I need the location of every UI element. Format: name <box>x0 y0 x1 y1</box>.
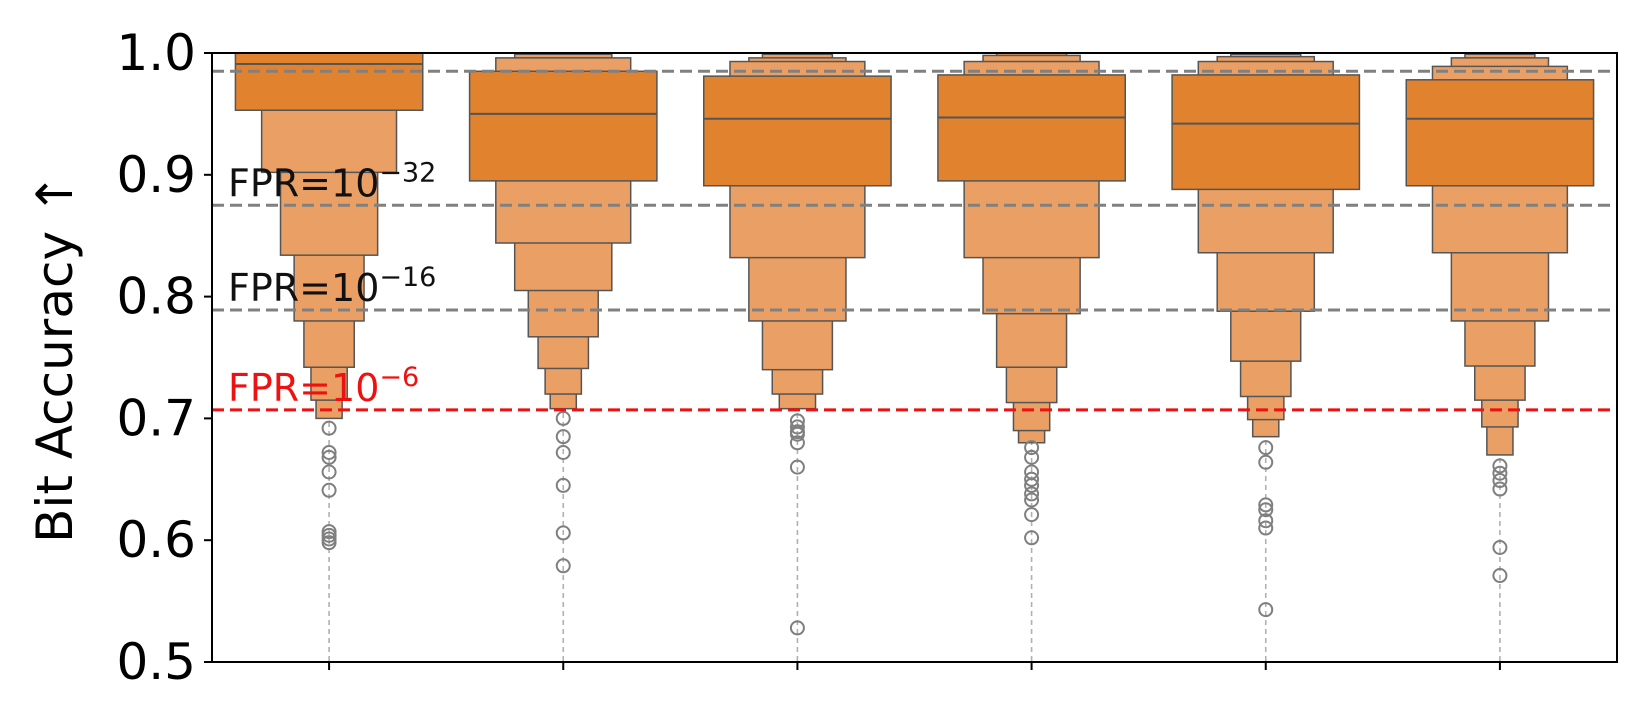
outlier-point <box>1258 513 1274 529</box>
boxen-group <box>1171 52 1361 618</box>
outlier-point <box>1258 502 1274 518</box>
threshold-label: FPR=10−32 <box>228 157 436 205</box>
outlier-point <box>1258 602 1274 618</box>
boxen-box <box>1171 74 1361 191</box>
y-tick-label: 1.0 <box>116 24 196 82</box>
axes-frame-layer <box>204 52 1618 670</box>
threshold-label: FPR=10−16 <box>228 262 436 310</box>
outlier-point <box>1258 454 1274 470</box>
y-axis-label: Bit Accuracy ↑ <box>26 173 84 543</box>
outlier-point <box>1258 520 1274 536</box>
outlier-point <box>321 449 337 465</box>
outlier-point <box>1258 440 1274 456</box>
outlier-point <box>789 419 805 435</box>
outlier-point <box>555 410 571 426</box>
axes-frame <box>211 52 1618 663</box>
y-tick-label: 0.9 <box>116 146 196 204</box>
y-tick-label: 0.5 <box>116 633 196 691</box>
outlier-point <box>321 482 337 498</box>
boxen-box <box>703 75 892 187</box>
outlier-point <box>555 525 571 541</box>
boxen-box <box>937 74 1127 182</box>
outlier-point <box>1024 492 1040 508</box>
outlier-point <box>321 445 337 461</box>
outlier-point <box>789 426 805 442</box>
outlier-point <box>1492 473 1508 489</box>
outlier-point <box>555 558 571 574</box>
threshold-label: FPR=10−6 <box>228 362 419 410</box>
boxen-box <box>1405 79 1595 187</box>
outlier-point <box>1024 530 1040 546</box>
threshold-layer <box>212 69 1617 412</box>
outlier-point <box>1258 497 1274 513</box>
y-tick-label: 0.6 <box>116 511 196 569</box>
outlier-point <box>321 535 337 551</box>
outlier-point <box>789 459 805 475</box>
y-tick-label: 0.7 <box>116 389 196 447</box>
boxen-group <box>1405 52 1595 584</box>
outlier-point <box>555 445 571 461</box>
boxen-group <box>703 52 892 636</box>
outlier-point <box>1492 540 1508 556</box>
outlier-point <box>321 464 337 480</box>
outlier-point <box>1024 449 1040 465</box>
y-tick-label: 0.8 <box>116 268 196 326</box>
boxen-group <box>937 52 1127 546</box>
outlier-point <box>1024 486 1040 502</box>
outlier-point <box>1492 465 1508 481</box>
outlier-point <box>1024 507 1040 523</box>
outlier-point <box>1024 471 1040 487</box>
outlier-point <box>321 420 337 436</box>
outlier-point <box>1492 458 1508 474</box>
outlier-point <box>789 620 805 636</box>
outlier-point <box>1024 440 1040 456</box>
outlier-point <box>555 429 571 445</box>
boxen-group <box>234 52 424 551</box>
outlier-point <box>555 477 571 493</box>
boxen-group <box>468 52 658 574</box>
text-layer: Bit Accuracy ↑ FPR=10−32 FPR=10−16 FPR=10−… <box>26 24 436 691</box>
outlier-point <box>1492 568 1508 584</box>
boxen-box <box>234 52 424 111</box>
outlier-point <box>1492 481 1508 497</box>
boxen-box <box>468 70 658 182</box>
outlier-point <box>1024 477 1040 493</box>
outlier-point <box>789 435 805 451</box>
boxes-layer <box>234 52 1595 636</box>
